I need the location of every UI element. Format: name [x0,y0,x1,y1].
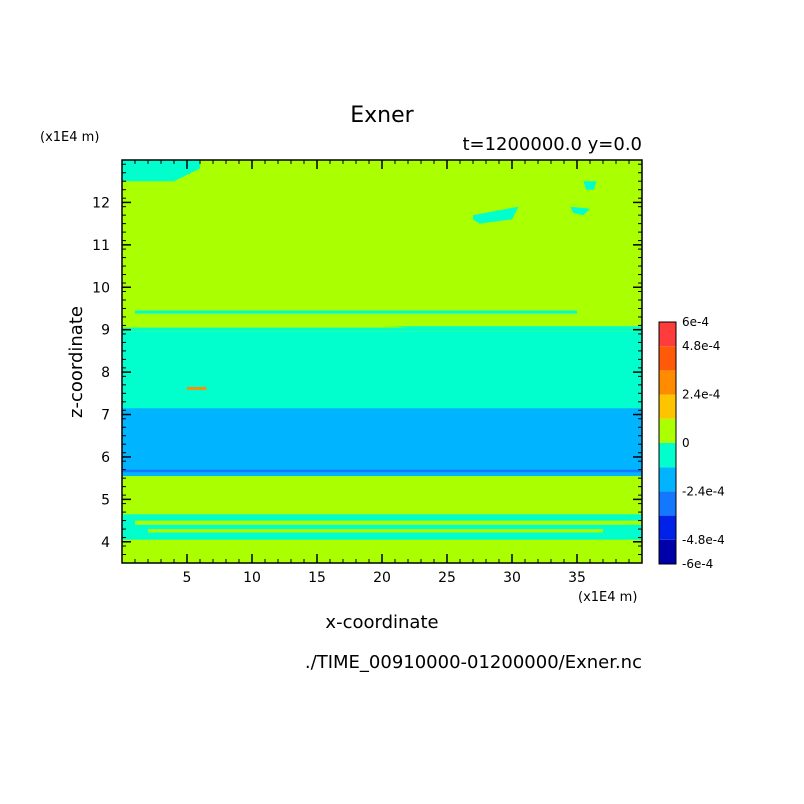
y-tick-label: 10 [92,280,110,296]
y-axis-label: z-coordinate [66,306,87,418]
contour-band-1 [122,514,642,540]
colorbar-swatch [659,322,676,347]
x-unit-label: (x1E4 m) [578,590,637,605]
x-tick-label: 25 [438,570,456,586]
y-tick-label: 11 [92,238,110,254]
colorbar-tick-label: 6e-4 [682,315,709,329]
contour-patch-7 [187,387,207,390]
colorbar-swatch [659,370,676,395]
plot-area [122,160,642,563]
chart-title: Exner [350,103,414,128]
contour-patch-10 [148,529,603,533]
y-unit-label: (x1E4 m) [40,130,99,145]
colorbar-tick-label: 0 [682,436,690,450]
colorbar-swatch [659,443,676,468]
colorbar-swatch [659,515,676,540]
axis-ticks: 5 10 15 20 25 30 35 4 5 6 7 8 9 10 11 12 [92,160,642,586]
contour-band-7 [122,160,642,320]
contour-patch-6 [122,323,408,328]
y-tick-label: 9 [101,323,110,339]
source-file-label: ./TIME_00910000-01200000/Exner.nc [305,652,642,673]
colorbar-swatch [659,491,676,516]
contour-band-2 [122,476,642,515]
colorbar-swatch [659,467,676,492]
y-tick-label: 4 [101,535,110,551]
x-tick-label: 5 [183,570,192,586]
colorbar-swatch [659,394,676,419]
contour-patch-2 [570,206,590,216]
colorbar-tick-label: -2.4e-4 [682,484,725,498]
y-tick-label: 6 [101,450,110,466]
colorbar-tick-label: 4.8e-4 [682,339,720,353]
colorbar: 6e-4 4.8e-4 2.4e-4 0 -2.4e-4 -4.8e-4 -6e-4 [658,315,725,571]
colorbar-tick-label: 2.4e-4 [682,388,720,402]
colorbar-swatch [659,418,676,443]
contour-patch-3 [583,181,597,190]
x-tick-label: 20 [373,570,391,586]
chart-subtitle: t=1200000.0 y=0.0 [462,134,642,155]
y-tick-label: 8 [101,365,110,381]
contour-patch-1 [473,206,519,224]
x-tick-label: 30 [503,570,521,586]
y-tick-label: 7 [101,408,110,424]
colorbar-tick-label: -4.8e-4 [682,533,725,547]
x-tick-label: 10 [243,570,261,586]
colorbar-tick-label: -6e-4 [682,557,713,571]
contour-band-4 [122,469,642,473]
contour-patch-0 [122,160,200,182]
contour-patch-9 [135,520,642,525]
colorbar-swatch [659,346,676,371]
y-tick-label: 5 [101,492,110,508]
contour-patch-5 [122,326,642,332]
x-tick-label: 35 [568,570,586,586]
colorbar-frame [658,321,677,565]
contour-patch-8 [122,403,642,409]
colorbar-swatch [659,539,676,564]
x-tick-label: 15 [308,570,326,586]
contour-patch-4 [135,310,577,314]
contour-band-3 [122,406,642,477]
x-axis-label: x-coordinate [325,612,438,633]
contour-band-5 [122,331,642,407]
y-tick-label: 12 [92,195,110,211]
